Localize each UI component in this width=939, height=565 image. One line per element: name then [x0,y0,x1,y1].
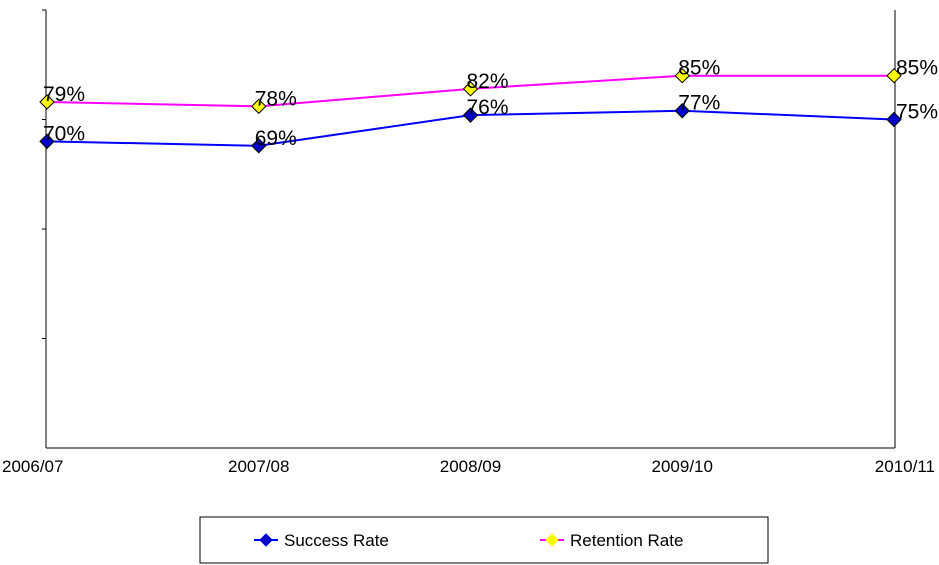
retention-rate-point [886,67,902,84]
success-rate-series: 70% 69% 76% 77% 75% [39,92,938,154]
success-rate-data-label: 70% [43,122,85,145]
legend: Success Rate Retention Rate [199,516,769,564]
x-tick-label: 2010/11 [875,457,935,476]
series-layer: 70% 69% 76% 77% 75% 79% 78% 82% 85% 85% [39,57,938,154]
retention-rate-series: 79% 78% 82% 85% 85% [39,57,938,115]
success-rate-point [886,111,902,128]
retention-rate-data-label: 85% [678,57,720,80]
x-tick-label: 2009/10 [652,457,713,476]
retention-rate-data-label: 78% [255,87,297,110]
legend-marker-success-rate [259,533,273,547]
success-rate-data-label: 77% [678,92,720,115]
success-rate-data-label: 69% [255,127,297,150]
legend-label-retention-rate: Retention Rate [570,531,683,550]
retention-rate-point [674,67,690,84]
retention-rate-data-label: 79% [43,83,85,106]
retention-rate-point [462,81,479,97]
success-rate-data-label: 75% [896,101,938,124]
legend-marker-retention-rate [545,533,559,547]
legend-box [199,516,769,564]
success-rate-point [462,107,479,123]
success-rate-data-label: 76% [467,96,509,119]
x-tick-label: 2006/07 [2,457,63,476]
retention-rate-point [251,98,267,115]
success-rate-point [674,103,690,119]
success-rate-point [251,138,267,154]
legend-label-success-rate: Success Rate [284,531,389,550]
x-tick-label: 2008/09 [440,457,501,476]
retention-rate-data-label: 82% [467,70,509,93]
chart-axes: 2006/07 2007/08 2008/09 2009/10 2010/11 [2,9,935,476]
success-rate-point [39,133,55,150]
retention-rate-data-label: 85% [896,57,938,80]
x-tick-label: 2007/08 [228,457,289,476]
retention-rate-point [39,94,55,110]
